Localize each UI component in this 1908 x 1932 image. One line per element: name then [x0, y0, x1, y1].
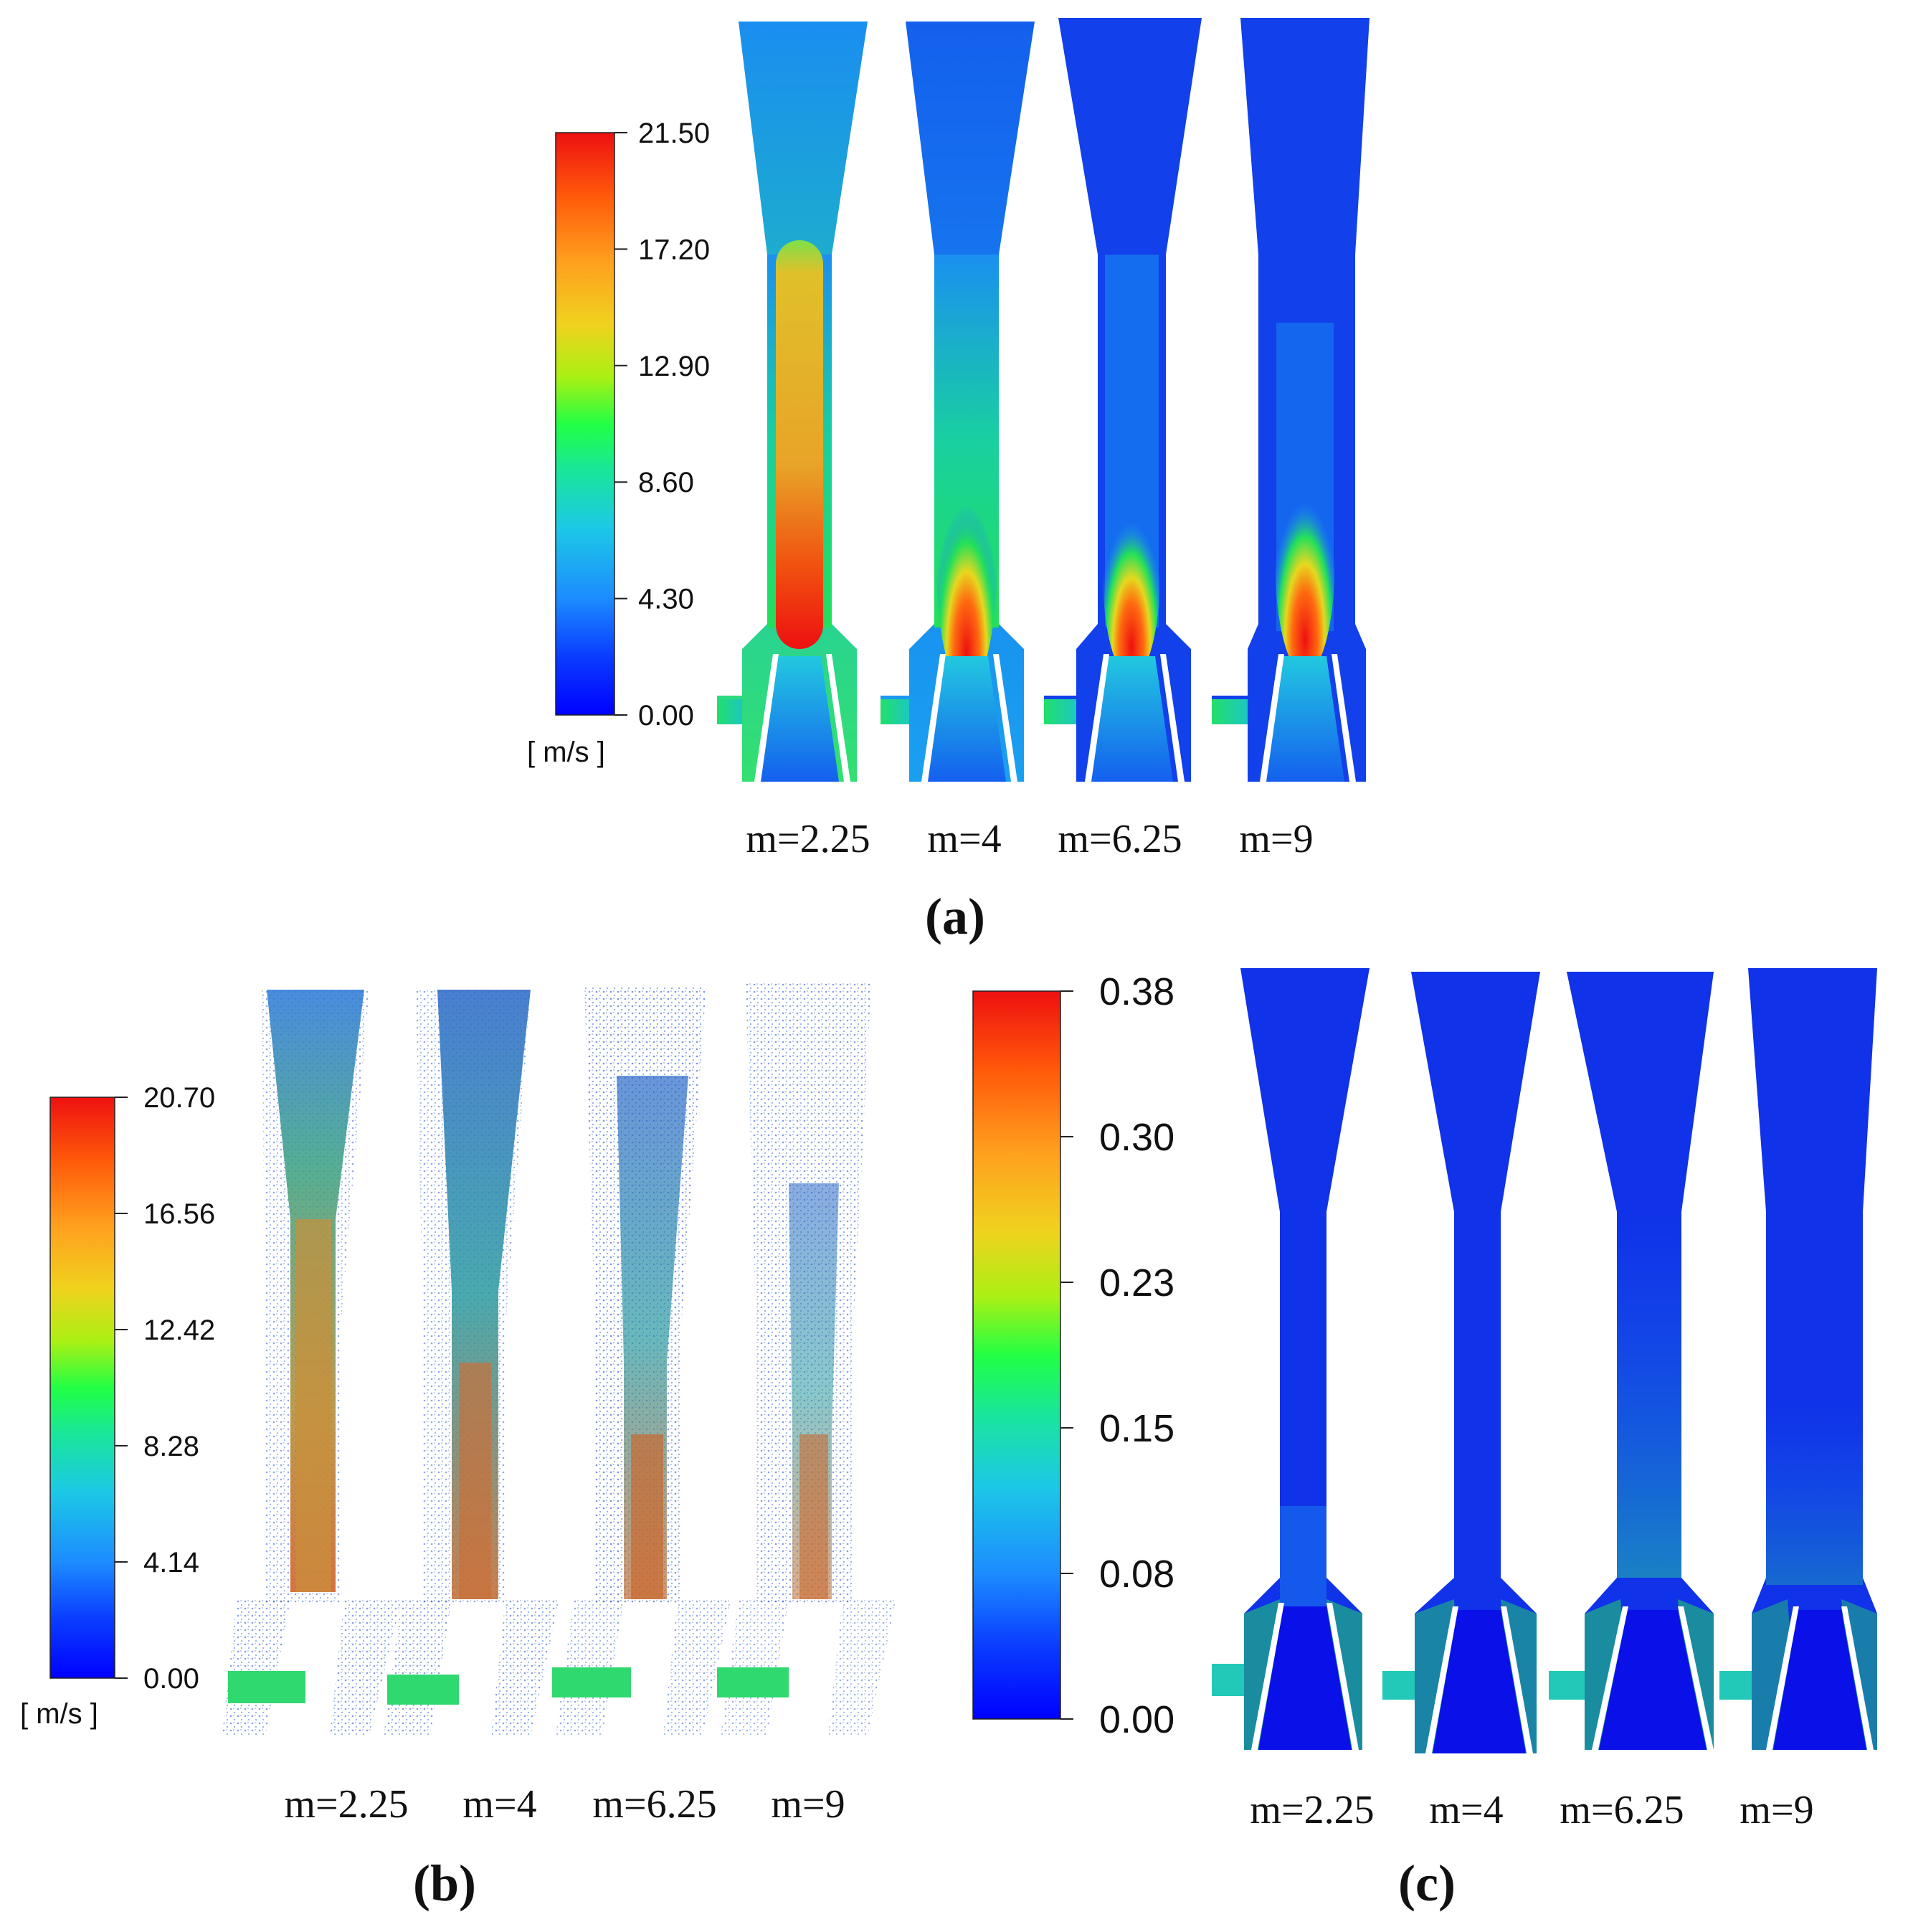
colorbar-c: 0.38 0.30 0.23 0.15 0.08 0.00: [972, 970, 1174, 1741]
contour-a-m4: [881, 22, 1035, 782]
contours-a: [717, 18, 1370, 782]
panel-label-c: (c): [1398, 1855, 1456, 1912]
contour-c-m6.25: [1549, 972, 1714, 1750]
colorbar-tick-label: 4.30: [638, 584, 694, 615]
colorbar-tick-label: 0.23: [1099, 1261, 1174, 1304]
particles-b-m6.25: [552, 986, 731, 1736]
case-label-a-m9: m=9: [1239, 817, 1313, 861]
colorbar-tick-label: 0.00: [143, 1663, 199, 1695]
case-label-c-m4: m=4: [1429, 1788, 1503, 1832]
case-labels-c: m=2.25 m=4 m=6.25 m=9: [1250, 1788, 1813, 1832]
panel-c: 0.38 0.30 0.23 0.15 0.08 0.00: [972, 968, 1877, 1912]
case-label-c-m9: m=9: [1739, 1788, 1813, 1832]
particles-b-m9: [717, 982, 896, 1736]
contour-a-m9: [1212, 18, 1370, 782]
colorbar-tick-label: 8.28: [143, 1431, 199, 1462]
colorbar-b: 20.70 16.56 12.42 8.28 4.14 0.00 [ m/s ]: [20, 1082, 215, 1730]
colorbar-tick-label: 12.42: [143, 1315, 215, 1346]
colorbar-tick-label: 8.60: [638, 467, 694, 498]
particles-b-m2.25: [222, 990, 402, 1736]
colorbar-b-scale: [49, 1097, 115, 1679]
colorbar-a: 21.50 17.20 12.90 8.60 4.30 0.00 [ m/s ]: [527, 118, 710, 768]
colorbar-tick-label: 16.56: [143, 1198, 215, 1230]
contour-a-m2.25: [717, 22, 868, 782]
case-label-b-m2.25: m=2.25: [284, 1782, 408, 1827]
particle-clouds-b: [222, 982, 896, 1736]
panel-a: 21.50 17.20 12.90 8.60 4.30 0.00 [ m/s ]: [527, 18, 1370, 945]
colorbar-tick-label: 20.70: [143, 1082, 215, 1114]
case-label-c-m2.25: m=2.25: [1250, 1788, 1374, 1832]
case-label-b-m4: m=4: [462, 1782, 536, 1827]
case-label-c-m6.25: m=6.25: [1560, 1788, 1684, 1832]
colorbar-tick-label: 0.00: [638, 700, 694, 731]
colorbar-tick-label: 0.08: [1099, 1553, 1174, 1596]
colorbar-b-unit: [ m/s ]: [20, 1698, 98, 1730]
particles-b-m4: [384, 990, 559, 1736]
contour-c-m4: [1382, 972, 1540, 1753]
case-label-b-m9: m=9: [771, 1782, 845, 1827]
colorbar-tick-label: 17.20: [638, 234, 710, 265]
panel-label-b: (b): [413, 1855, 476, 1912]
colorbar-tick-label: 0.30: [1099, 1116, 1174, 1159]
colorbar-c-scale: [972, 990, 1061, 1720]
colorbar-tick-label: 4.14: [143, 1547, 199, 1578]
panel-label-a: (a): [925, 888, 985, 945]
colorbar-tick-label: 21.50: [638, 118, 710, 149]
contour-c-m2.25: [1212, 968, 1370, 1750]
colorbar-tick-label: 0.00: [1099, 1698, 1174, 1741]
case-labels-a: m=2.25 m=4 m=6.25 m=9: [746, 817, 1313, 861]
colorbar-a-unit: [ m/s ]: [527, 737, 605, 768]
case-labels-b: m=2.25 m=4 m=6.25 m=9: [284, 1782, 845, 1827]
case-label-a-m6.25: m=6.25: [1058, 817, 1182, 861]
contour-a-m6.25: [1044, 18, 1202, 782]
colorbar-tick-label: 0.15: [1099, 1407, 1174, 1450]
case-label-a-m2.25: m=2.25: [746, 817, 870, 861]
case-label-a-m4: m=4: [927, 817, 1001, 861]
contours-c: [1212, 968, 1877, 1753]
colorbar-tick-label: 0.38: [1099, 970, 1174, 1013]
colorbar-tick-label: 12.90: [638, 351, 710, 382]
case-label-b-m6.25: m=6.25: [592, 1782, 716, 1827]
contour-c-m9: [1719, 968, 1877, 1750]
panel-b: 20.70 16.56 12.42 8.28 4.14 0.00 [ m/s ]: [20, 982, 896, 1912]
colorbar-a-scale: [555, 132, 615, 716]
